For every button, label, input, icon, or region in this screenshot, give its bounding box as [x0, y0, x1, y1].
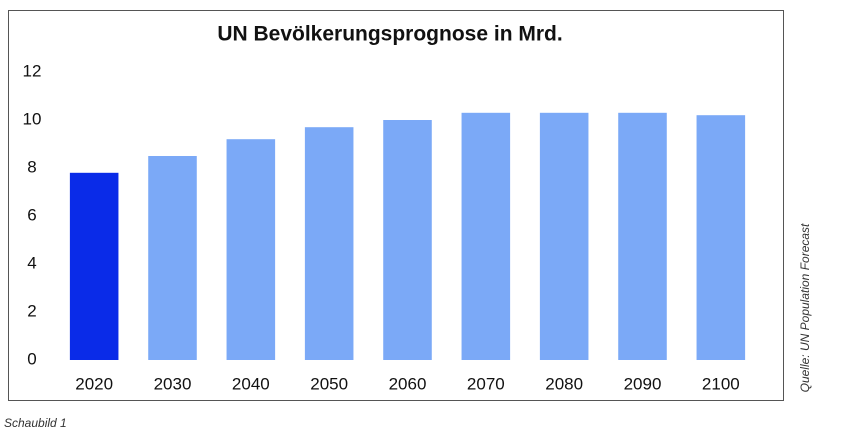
bar	[696, 115, 746, 360]
bar	[69, 172, 119, 360]
y-tick-label: 4	[27, 253, 36, 272]
x-tick-label: 2020	[75, 374, 113, 393]
y-tick-label: 6	[27, 205, 36, 224]
y-tick-label: 10	[23, 109, 42, 128]
bar	[618, 112, 667, 360]
y-tick-label: 2	[27, 301, 36, 320]
x-tick-label: 2050	[310, 374, 348, 393]
y-tick-label: 8	[27, 157, 36, 176]
y-tick-label: 0	[27, 349, 36, 368]
bar	[226, 139, 276, 360]
caption: Schaubild 1	[4, 416, 67, 430]
x-tick-label: 2060	[389, 374, 427, 393]
source-note: Quelle: UN Population Forecast	[798, 223, 812, 392]
bar	[461, 112, 511, 360]
x-tick-label: 2030	[154, 374, 192, 393]
bar	[383, 120, 432, 360]
y-tick-label: 12	[23, 61, 42, 80]
x-tick-label: 2070	[467, 374, 505, 393]
x-tick-label: 2100	[702, 374, 740, 393]
bar	[148, 156, 197, 360]
bar	[304, 127, 354, 360]
x-tick-label: 2040	[232, 374, 270, 393]
x-tick-label: 2090	[624, 374, 662, 393]
chart-title: UN Bevölkerungsprognose in Mrd.	[217, 23, 562, 46]
bar	[539, 112, 589, 360]
x-tick-label: 2080	[545, 374, 583, 393]
